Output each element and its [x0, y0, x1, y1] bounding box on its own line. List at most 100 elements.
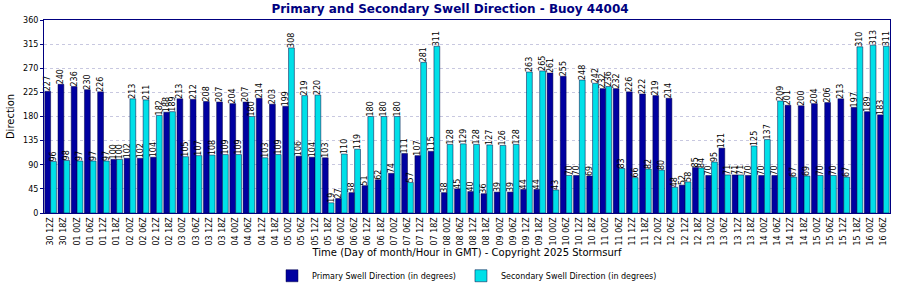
svg-text:211: 211 — [142, 85, 151, 100]
svg-text:14 06Z: 14 06Z — [773, 217, 782, 246]
svg-text:310: 310 — [855, 32, 864, 47]
svg-text:189: 189 — [168, 96, 177, 111]
svg-text:97: 97 — [75, 151, 84, 161]
svg-text:105: 105 — [181, 141, 190, 156]
svg-text:180: 180 — [393, 101, 402, 116]
svg-text:109: 109 — [234, 139, 243, 154]
svg-text:311: 311 — [432, 31, 441, 46]
svg-text:360: 360 — [23, 16, 38, 25]
svg-text:Primary Swell Direction (in de: Primary Swell Direction (in degrees) — [312, 272, 456, 281]
svg-text:220: 220 — [313, 80, 322, 95]
svg-text:313: 313 — [869, 30, 878, 45]
svg-text:16 06Z: 16 06Z — [879, 217, 888, 246]
svg-text:13 18Z: 13 18Z — [747, 217, 756, 246]
svg-text:10 12Z: 10 12Z — [575, 217, 584, 246]
svg-text:03 00Z: 03 00Z — [178, 217, 187, 246]
svg-text:204: 204 — [228, 88, 237, 103]
svg-text:227: 227 — [43, 76, 52, 91]
svg-text:109: 109 — [221, 139, 230, 154]
svg-text:10 06Z: 10 06Z — [562, 217, 571, 246]
svg-text:103: 103 — [261, 142, 270, 157]
svg-text:242: 242 — [591, 68, 600, 83]
svg-text:30 12Z: 30 12Z — [46, 217, 55, 246]
svg-text:213: 213 — [836, 84, 845, 99]
svg-text:04 06Z: 04 06Z — [244, 217, 253, 246]
svg-text:248: 248 — [578, 65, 587, 80]
svg-text:36: 36 — [479, 184, 488, 194]
svg-text:43: 43 — [551, 180, 560, 190]
svg-text:110: 110 — [340, 139, 349, 154]
svg-text:180: 180 — [247, 101, 256, 116]
svg-text:129: 129 — [459, 129, 468, 144]
svg-text:197: 197 — [850, 92, 859, 107]
svg-text:01 18Z: 01 18Z — [112, 217, 121, 246]
svg-text:05 12Z: 05 12Z — [311, 217, 320, 246]
svg-text:15 06Z: 15 06Z — [826, 217, 835, 246]
svg-text:12 12Z: 12 12Z — [681, 217, 690, 246]
svg-text:135: 135 — [23, 136, 38, 145]
svg-text:01 06Z: 01 06Z — [86, 217, 95, 246]
svg-text:263: 263 — [525, 57, 534, 72]
svg-text:19: 19 — [327, 193, 336, 203]
svg-text:104: 104 — [308, 142, 317, 157]
svg-text:119: 119 — [353, 134, 362, 149]
svg-text:10 18Z: 10 18Z — [588, 217, 597, 246]
svg-text:04 18Z: 04 18Z — [271, 217, 280, 246]
svg-text:232: 232 — [612, 73, 621, 88]
svg-text:Primary and Secondary Swell Di: Primary and Secondary Swell Direction - … — [271, 2, 628, 16]
svg-text:107: 107 — [194, 140, 203, 155]
svg-text:189: 189 — [863, 96, 872, 111]
svg-text:236: 236 — [70, 71, 79, 86]
svg-text:11 12Z: 11 12Z — [628, 217, 637, 246]
svg-text:15 00Z: 15 00Z — [813, 217, 822, 246]
svg-text:07 06Z: 07 06Z — [403, 217, 412, 246]
svg-text:03 12Z: 03 12Z — [205, 217, 214, 246]
svg-text:07 12Z: 07 12Z — [416, 217, 425, 246]
svg-text:14 00Z: 14 00Z — [760, 217, 769, 246]
svg-text:97: 97 — [102, 151, 111, 161]
svg-text:06 00Z: 06 00Z — [337, 217, 346, 246]
svg-text:107: 107 — [413, 140, 422, 155]
svg-text:70: 70 — [704, 165, 713, 175]
svg-text:70: 70 — [816, 165, 825, 175]
svg-text:0: 0 — [33, 209, 38, 218]
svg-text:07 18Z: 07 18Z — [430, 217, 439, 246]
svg-text:219: 219 — [651, 80, 660, 95]
svg-text:226: 226 — [625, 77, 634, 92]
svg-text:11 18Z: 11 18Z — [641, 217, 650, 246]
svg-text:270: 270 — [23, 64, 38, 73]
svg-text:180: 180 — [379, 101, 388, 116]
svg-text:27: 27 — [334, 188, 343, 198]
svg-text:126: 126 — [498, 130, 507, 145]
svg-text:70: 70 — [744, 165, 753, 175]
svg-text:121: 121 — [717, 133, 726, 148]
svg-text:01 12Z: 01 12Z — [99, 217, 108, 246]
svg-text:103: 103 — [321, 142, 330, 157]
svg-text:11 00Z: 11 00Z — [601, 217, 610, 246]
svg-text:04 12Z: 04 12Z — [258, 217, 267, 246]
svg-text:70: 70 — [565, 165, 574, 175]
svg-text:180: 180 — [366, 101, 375, 116]
svg-text:83: 83 — [617, 158, 626, 168]
svg-text:70: 70 — [757, 165, 766, 175]
svg-text:51: 51 — [360, 175, 369, 185]
svg-text:05 18Z: 05 18Z — [324, 217, 333, 246]
svg-text:261: 261 — [546, 58, 555, 73]
svg-text:128: 128 — [512, 129, 521, 144]
svg-text:13 00Z: 13 00Z — [707, 217, 716, 246]
svg-text:281: 281 — [419, 47, 428, 62]
svg-text:98: 98 — [62, 150, 71, 160]
svg-text:44: 44 — [519, 179, 528, 189]
svg-text:62: 62 — [374, 170, 383, 180]
svg-text:265: 265 — [538, 56, 547, 71]
svg-text:207: 207 — [215, 87, 224, 102]
svg-text:200: 200 — [797, 90, 806, 105]
svg-text:08 06Z: 08 06Z — [456, 217, 465, 246]
svg-text:16 00Z: 16 00Z — [866, 217, 875, 246]
svg-text:308: 308 — [287, 33, 296, 48]
svg-text:188: 188 — [162, 97, 171, 112]
svg-text:11 06Z: 11 06Z — [615, 217, 624, 246]
svg-text:13 06Z: 13 06Z — [720, 217, 729, 246]
svg-text:102: 102 — [123, 143, 132, 158]
svg-text:15 12Z: 15 12Z — [839, 217, 848, 246]
